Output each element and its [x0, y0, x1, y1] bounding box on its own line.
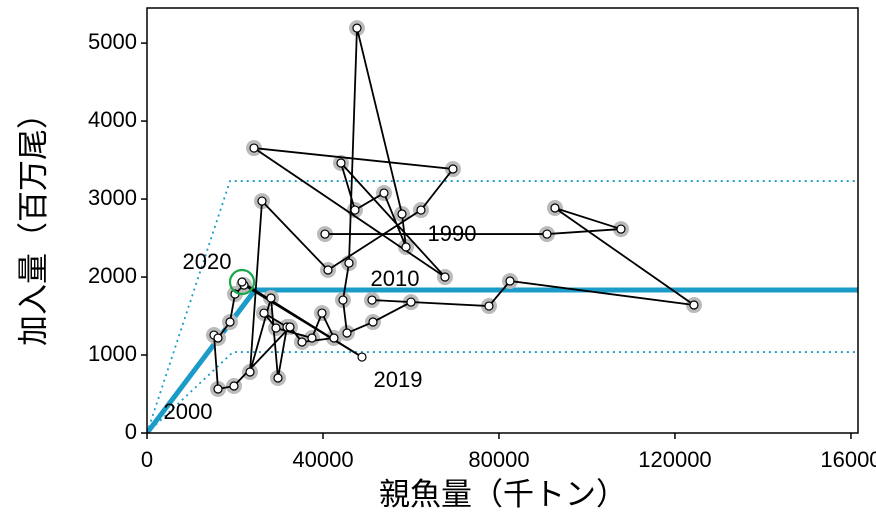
- x-tick-label: 40000: [292, 447, 353, 472]
- point: [237, 277, 247, 287]
- point: [616, 224, 626, 234]
- point: [249, 143, 259, 153]
- point: [368, 317, 378, 327]
- point: [550, 203, 560, 213]
- point: [484, 301, 494, 311]
- x-tick-label: 80000: [468, 447, 529, 472]
- reference-line: [147, 351, 858, 433]
- point: [352, 23, 362, 33]
- point: [406, 297, 416, 307]
- point: [350, 205, 360, 215]
- point: [297, 337, 307, 347]
- point: [229, 381, 239, 391]
- point: [320, 229, 330, 239]
- y-tick-label: 4000: [88, 107, 137, 132]
- point: [336, 158, 346, 168]
- y-tick-label: 2000: [88, 263, 137, 288]
- point: [273, 373, 283, 383]
- point: [342, 328, 352, 338]
- year-annotation: 2019: [374, 367, 423, 392]
- point: [317, 308, 327, 318]
- y-tick-label: 0: [125, 419, 137, 444]
- point: [379, 188, 389, 198]
- point: [416, 205, 426, 215]
- y-tick-label: 3000: [88, 185, 137, 210]
- point: [213, 384, 223, 394]
- point: [505, 276, 515, 286]
- plot-frame: [146, 7, 859, 434]
- point: [542, 229, 552, 239]
- point: [401, 242, 411, 252]
- y-tick-label: 1000: [88, 341, 137, 366]
- point: [259, 308, 269, 318]
- point: [257, 196, 267, 206]
- x-axis-label: 親魚量（千トン）: [379, 477, 627, 512]
- y-tick-label: 5000: [88, 29, 137, 54]
- point: [329, 333, 339, 343]
- point: [213, 333, 223, 343]
- point: [367, 295, 377, 305]
- point: [285, 322, 295, 332]
- y-axis-label: 加入量（百万尾）: [16, 98, 51, 346]
- reference-line: [147, 180, 858, 433]
- x-tick-label: 16000: [820, 447, 876, 472]
- point: [245, 367, 255, 377]
- point: [397, 209, 407, 219]
- x-tick-label: 0: [141, 447, 153, 472]
- point: [338, 295, 348, 305]
- point: [448, 164, 458, 174]
- year-annotation: 2020: [183, 249, 232, 274]
- point: [344, 258, 354, 268]
- x-tick-label: 120000: [638, 447, 711, 472]
- point: [357, 352, 367, 362]
- year-annotation: 2010: [371, 266, 420, 291]
- year-annotation: 2000: [164, 399, 213, 424]
- point: [689, 300, 699, 310]
- highlight-ring: [228, 268, 256, 296]
- year-annotation: 1990: [428, 221, 477, 246]
- point: [323, 265, 333, 275]
- point: [440, 272, 450, 282]
- point: [271, 323, 281, 333]
- point: [266, 293, 276, 303]
- point: [225, 317, 235, 327]
- point: [307, 333, 317, 343]
- trajectory: [212, 27, 695, 391]
